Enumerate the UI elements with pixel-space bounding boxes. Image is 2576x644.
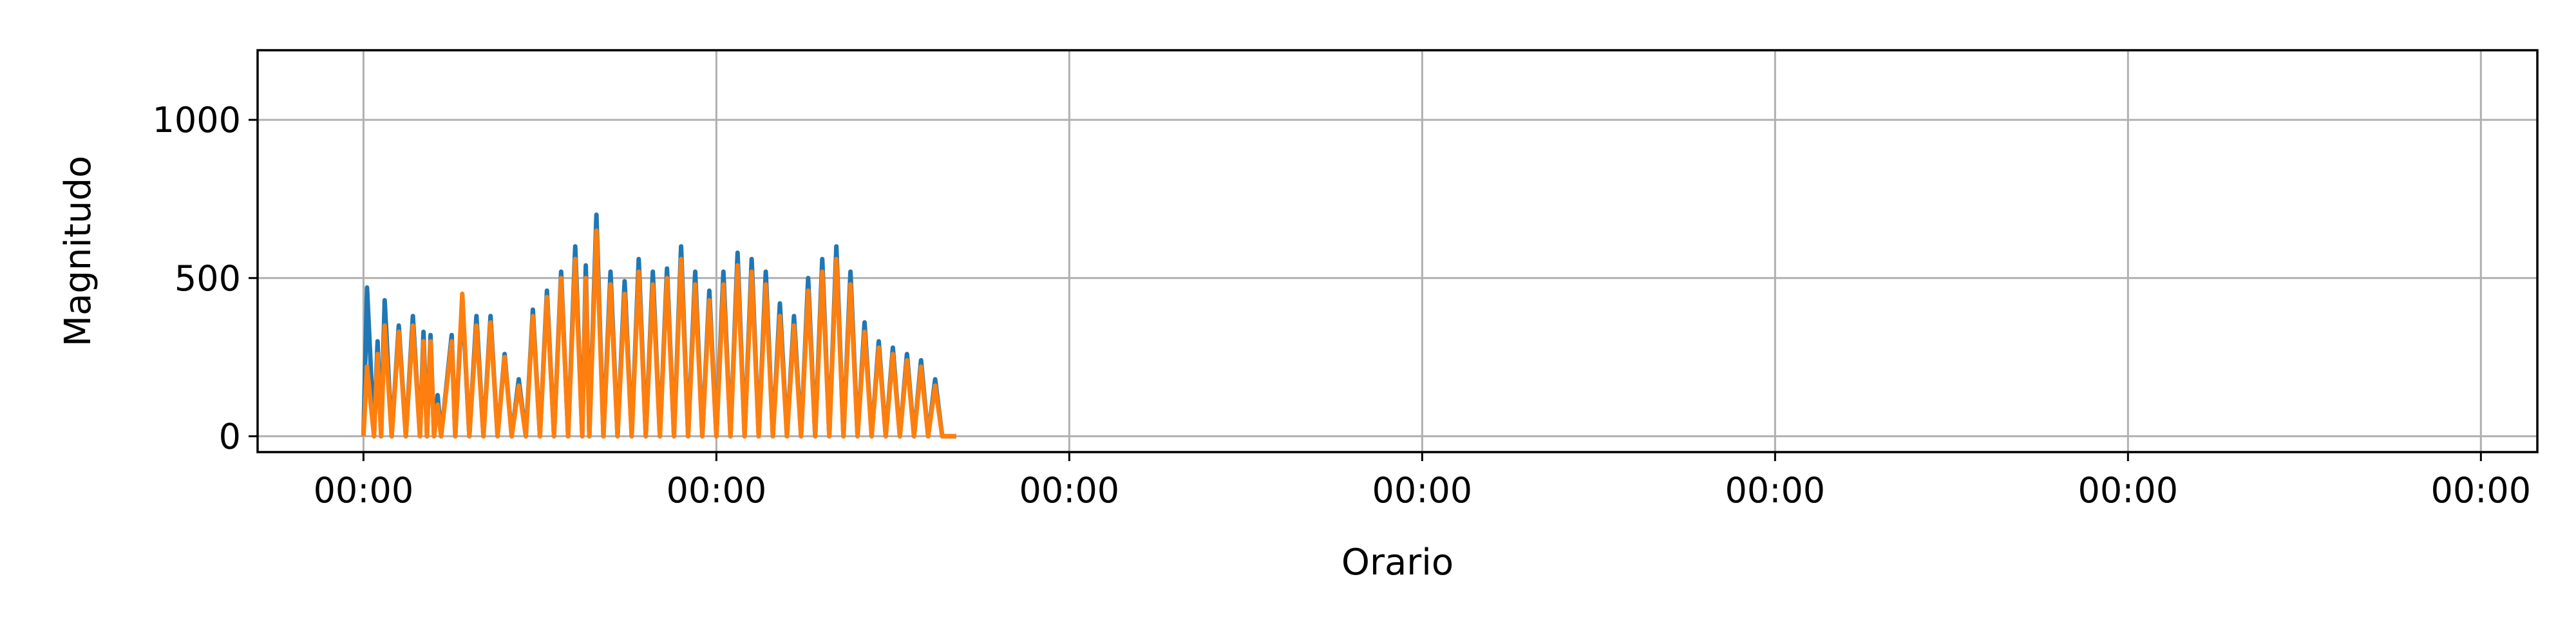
grid — [258, 50, 2537, 452]
x-tick-label: 00:00 — [1725, 470, 1826, 511]
y-tick-label: 1000 — [153, 100, 241, 140]
y-tick-label: 500 — [175, 258, 241, 299]
y-tick-label: 0 — [219, 416, 241, 457]
plot-frame — [256, 49, 2539, 453]
y-axis-label: Magnitudo — [57, 156, 99, 347]
x-tick-label: 00:00 — [1019, 470, 1120, 511]
x-tick-label: 00:00 — [2078, 470, 2179, 511]
x-tick-label: 00:00 — [1372, 470, 1473, 511]
x-axis-label: Orario — [1341, 542, 1454, 583]
series-layer — [361, 213, 956, 439]
x-tick-label: 00:00 — [667, 470, 767, 511]
x-tick-label: 00:00 — [314, 470, 414, 511]
axis-ticks: 00:00 00:00 00:00 00:00 00:00 00:00 00:00 0 500 1… — [153, 100, 2532, 511]
series-line-1 — [361, 213, 956, 439]
x-tick-label: 00:00 — [2431, 470, 2532, 511]
series-line-2 — [361, 228, 956, 439]
